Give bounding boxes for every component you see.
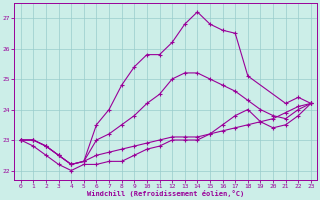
X-axis label: Windchill (Refroidissement éolien,°C): Windchill (Refroidissement éolien,°C) xyxy=(87,190,244,197)
